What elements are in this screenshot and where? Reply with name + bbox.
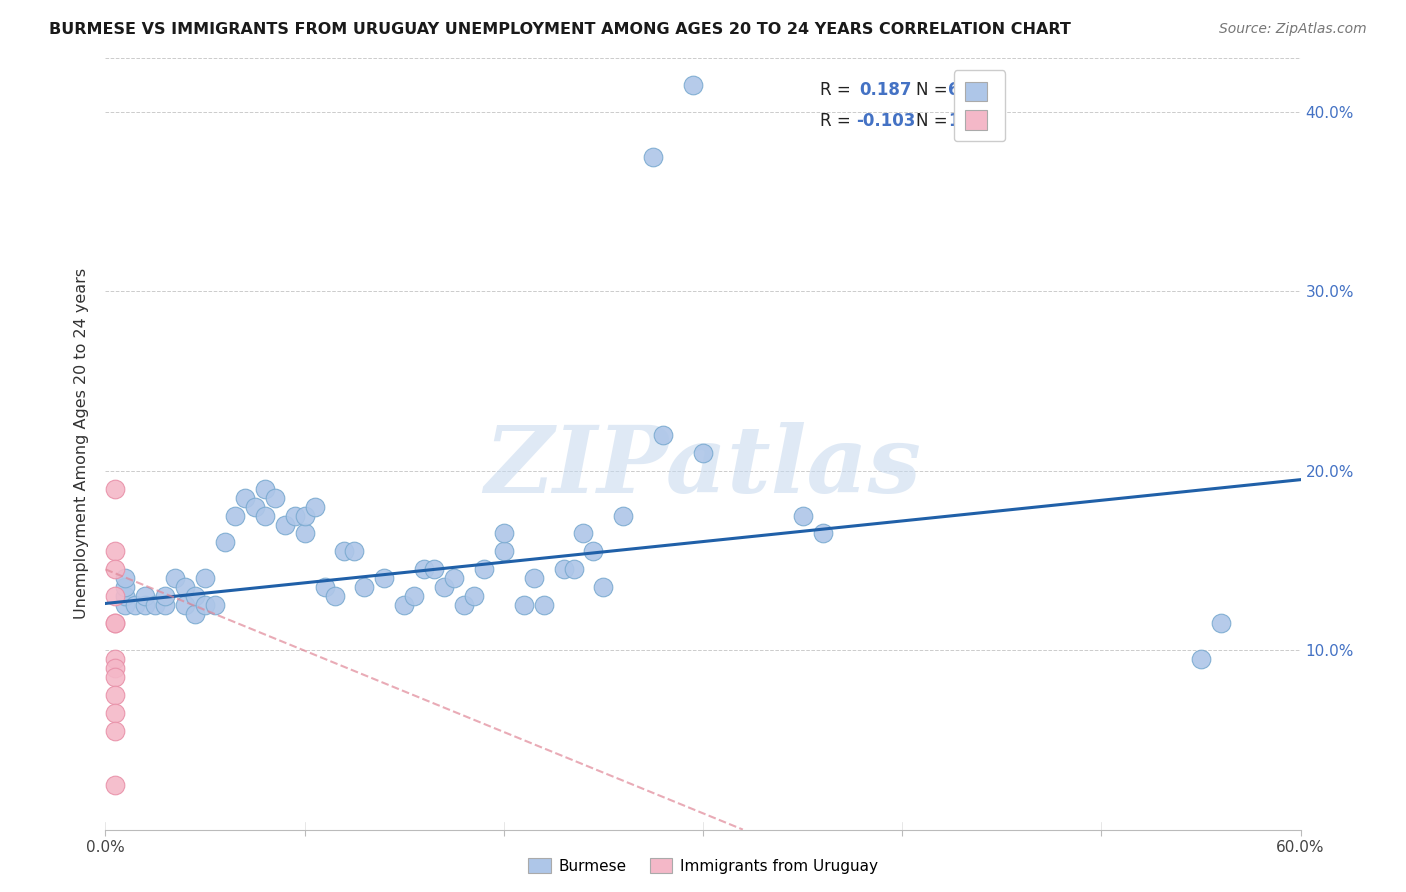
Point [523,571,546,585]
Point [413,562,436,576]
Point [224,508,246,523]
Point [104,616,127,631]
Point [811,526,834,541]
Point [433,580,456,594]
Text: 13: 13 [948,112,972,130]
Legend: Burmese, Immigrants from Uruguay: Burmese, Immigrants from Uruguay [522,852,884,880]
Point [643,150,665,164]
Point [333,544,356,558]
Point [553,562,575,576]
Point [463,589,485,603]
Point [692,446,714,460]
Point [104,616,127,631]
Point [184,607,207,622]
Point [792,508,814,523]
Point [104,589,127,603]
Point [592,580,614,594]
Point [404,589,426,603]
Point [253,482,276,496]
Point [323,589,346,603]
Point [263,491,285,505]
Point [174,599,197,613]
Point [143,599,166,613]
Text: N =: N = [915,112,953,130]
Point [214,535,236,549]
Point [204,599,226,613]
Point [572,526,595,541]
Point [492,544,515,558]
Point [1189,652,1212,666]
Text: -0.103: -0.103 [856,112,915,130]
Text: N =: N = [915,81,953,99]
Point [304,500,326,514]
Point [184,589,207,603]
Point [104,723,127,738]
Point [472,562,495,576]
Point [253,508,276,523]
Point [194,571,217,585]
Point [194,599,217,613]
Point [443,571,465,585]
Point [233,491,256,505]
Point [243,500,266,514]
Point [134,599,156,613]
Point [284,508,307,523]
Point [513,599,536,613]
Point [652,427,675,442]
Point [114,599,136,613]
Text: 64: 64 [948,81,972,99]
Point [114,571,136,585]
Point [114,580,136,594]
Point [294,508,316,523]
Point [373,571,395,585]
Legend: , : , [953,70,1005,141]
Point [104,661,127,675]
Point [124,599,146,613]
Point [104,778,127,792]
Point [294,526,316,541]
Point [453,599,475,613]
Point [392,599,416,613]
Point [562,562,585,576]
Point [423,562,446,576]
Point [343,544,366,558]
Text: 0.187: 0.187 [859,81,912,99]
Point [104,706,127,720]
Point [104,652,127,666]
Text: ZIPatlas: ZIPatlas [485,422,921,512]
Point [273,517,295,532]
Point [104,688,127,702]
Text: R =: R = [820,112,856,130]
Point [165,571,187,585]
Y-axis label: Unemployment Among Ages 20 to 24 years: Unemployment Among Ages 20 to 24 years [75,268,90,619]
Point [582,544,605,558]
Text: R =: R = [820,81,856,99]
Point [153,599,177,613]
Point [114,589,136,603]
Point [314,580,336,594]
Point [353,580,375,594]
Point [174,580,197,594]
Point [492,526,515,541]
Point [153,589,177,603]
Point [104,544,127,558]
Point [104,670,127,684]
Point [682,78,704,92]
Point [134,589,156,603]
Point [612,508,634,523]
Point [104,562,127,576]
Text: Source: ZipAtlas.com: Source: ZipAtlas.com [1219,22,1367,37]
Point [104,482,127,496]
Text: BURMESE VS IMMIGRANTS FROM URUGUAY UNEMPLOYMENT AMONG AGES 20 TO 24 YEARS CORREL: BURMESE VS IMMIGRANTS FROM URUGUAY UNEMP… [49,22,1071,37]
Point [1209,616,1232,631]
Point [533,599,555,613]
